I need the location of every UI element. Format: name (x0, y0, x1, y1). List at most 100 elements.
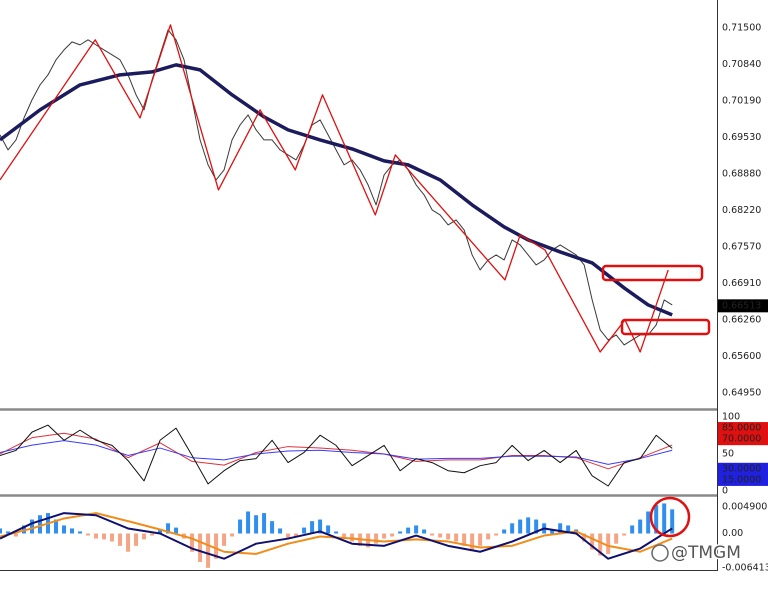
series-line (0, 512, 673, 560)
histogram-bar (310, 521, 315, 534)
histogram-bar (486, 533, 491, 540)
histogram-bar (318, 519, 323, 534)
histogram-bar (662, 503, 667, 534)
histogram-bar (286, 533, 291, 539)
histogram-bar (350, 533, 355, 542)
y-tick-label: 50 (722, 448, 734, 459)
histogram-bar (478, 533, 483, 546)
histogram-bar (414, 525, 419, 534)
y-tick-label: 0.00 (722, 528, 743, 539)
watermark-icon (651, 544, 669, 562)
series-line (0, 424, 673, 487)
histogram-bar (382, 533, 387, 539)
histogram-bar (510, 523, 515, 534)
histogram-bar (494, 533, 499, 536)
histogram-bar (126, 533, 131, 552)
histogram-bar (134, 533, 139, 546)
annotation-circle (649, 496, 691, 538)
histogram-bar (102, 533, 107, 540)
histogram-bar (6, 531, 11, 534)
y-tick-label: 100 (722, 411, 740, 422)
y-tick-label: -0.0064131 (722, 562, 768, 573)
histogram-bar (238, 519, 243, 534)
histogram-bar (14, 533, 19, 537)
histogram-bar (390, 533, 395, 537)
histogram-bar (558, 523, 563, 534)
annotation-box (620, 318, 711, 336)
y-tick-label: 0.70840 (722, 59, 761, 70)
annotation-box (601, 264, 704, 282)
axis-layer: 0.71500 0.70840 0.70190 0.69530 0.68880 0.682… (651, 22, 768, 573)
histogram-bar (398, 531, 403, 534)
y-tick-label: 0.66910 (722, 278, 761, 289)
histogram-bar (78, 531, 83, 534)
histogram-bar (302, 527, 307, 534)
histogram-bar (622, 533, 627, 536)
histogram-bar (526, 517, 531, 534)
histogram-bar (606, 533, 611, 554)
y-tick-label: 0.66260 (722, 314, 761, 325)
y-tick-label: 0.71500 (722, 22, 761, 33)
y-tick-label: 0.67570 (722, 241, 761, 252)
histogram-bar (0, 528, 2, 534)
histogram-bar (166, 523, 171, 534)
y-tick-label: 85.0000 (722, 423, 761, 434)
histogram-bar (118, 533, 123, 546)
histogram-bar (518, 519, 523, 534)
histogram-bar (214, 533, 219, 559)
histogram-bar (94, 533, 99, 539)
histogram-bar (150, 533, 155, 536)
histogram-bar (262, 513, 267, 534)
current-price-label: 0.66513 (722, 300, 761, 311)
histogram-bar (342, 533, 347, 538)
y-tick-label: 0.0049007 (722, 502, 768, 513)
histogram-bar (582, 533, 587, 542)
histogram-bar (534, 519, 539, 534)
y-tick-label: 0.70190 (722, 95, 761, 106)
histogram-bar (630, 525, 635, 534)
histogram-bar (598, 533, 603, 556)
series-line (0, 29, 673, 346)
y-tick-label: 0.64950 (722, 387, 761, 398)
y-tick-label: 30.0000 (722, 463, 761, 474)
histogram-bar (462, 533, 467, 546)
histogram-bar (326, 525, 331, 534)
y-tick-label: 15.0000 (722, 474, 761, 485)
watermark: @TMGM (671, 543, 741, 563)
histogram-bar (654, 505, 659, 534)
histogram-bar (638, 519, 643, 534)
histogram-bar (222, 533, 227, 546)
histogram-bar (174, 527, 179, 534)
histogram-bar (270, 521, 275, 534)
y-tick-label: 0 (722, 486, 728, 497)
histogram-bar (438, 533, 443, 538)
y-tick-label-bg (718, 462, 768, 475)
histogram-bar (430, 533, 435, 536)
histogram-bar (30, 519, 35, 534)
histogram-bar (110, 533, 115, 542)
histogram-bar (198, 533, 203, 562)
histogram-bar (590, 533, 595, 550)
histogram-bar (334, 531, 339, 534)
histogram-bar (254, 515, 259, 534)
y-tick-label: 0.69530 (722, 132, 761, 143)
histogram-bar (502, 529, 507, 534)
histogram-bar (614, 533, 619, 544)
y-tick-label: 0.68880 (722, 168, 761, 179)
histogram-bar (406, 527, 411, 534)
histogram-bar (246, 511, 251, 534)
histogram-bar (54, 519, 59, 534)
histogram-bar (38, 515, 43, 534)
histogram-bar (446, 533, 451, 540)
histogram-bar (142, 533, 147, 540)
histogram-bar (230, 533, 235, 537)
histogram-bar (294, 533, 299, 537)
histogram-bar (62, 525, 67, 534)
y-tick-label: 70.0000 (722, 434, 761, 445)
current-price-bg (718, 299, 768, 313)
histogram-bar (86, 533, 91, 536)
histogram-bar (206, 533, 211, 568)
